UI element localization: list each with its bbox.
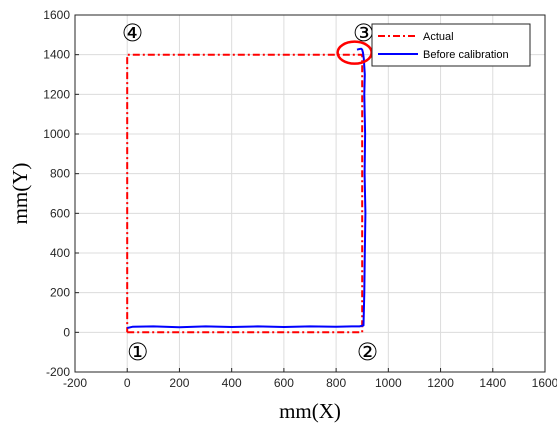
y-tick-label: 1000: [43, 127, 70, 141]
series-line-actual: [126, 53, 364, 334]
legend: Actual Before calibration: [371, 23, 531, 67]
y-tick-label: 800: [50, 167, 70, 181]
y-tick-label: -200: [46, 365, 70, 379]
y-tick-label: 1600: [43, 8, 70, 22]
x-tick-label: 800: [326, 376, 346, 390]
y-tick-label: 1200: [43, 87, 70, 101]
x-tick-label: 1200: [427, 376, 454, 390]
y-tick-label: 200: [50, 286, 70, 300]
y-tick-label: 0: [63, 325, 70, 339]
y-tick-label: 1400: [43, 48, 70, 62]
annotations-layer: ① ② ③ ④: [122, 19, 379, 366]
corner-marker-3: ③: [353, 19, 375, 47]
legend-box: [371, 23, 531, 67]
legend-label: Actual: [423, 31, 454, 43]
grid-lines: [74, 14, 546, 373]
x-tick-label: 1400: [479, 376, 506, 390]
axes-frame: [74, 14, 546, 373]
x-tick-label: 1600: [532, 376, 557, 390]
y-tick-label: 400: [50, 246, 70, 260]
x-tick-label: 1000: [375, 376, 402, 390]
y-tick-label: 600: [50, 206, 70, 220]
y-axis-label: mm(Y): [8, 163, 32, 225]
corner-marker-2: ②: [357, 338, 379, 366]
x-tick-label: 0: [124, 376, 131, 390]
series-line-before-calibration: [126, 47, 367, 329]
x-tick-label: -200: [63, 376, 87, 390]
x-axis-label: mm(X): [279, 399, 341, 423]
corner-marker-1: ①: [127, 338, 149, 366]
tick-labels: -200 0 200 400 600 800 1000 1200 1400 1600 -200 0 20…: [43, 8, 557, 390]
x-tick-label: 400: [222, 376, 242, 390]
series-layer: [126, 47, 367, 334]
x-tick-label: 600: [274, 376, 294, 390]
x-tick-label: 200: [169, 376, 189, 390]
legend-label: Before calibration: [423, 49, 509, 61]
corner-marker-4: ④: [122, 19, 144, 47]
